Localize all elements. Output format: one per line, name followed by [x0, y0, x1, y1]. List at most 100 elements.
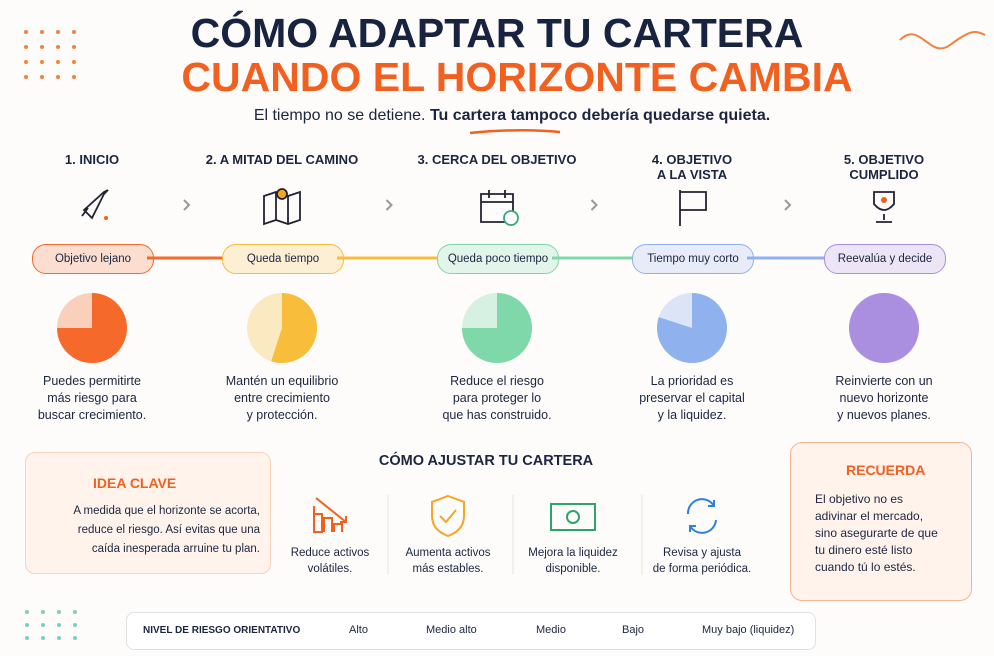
icon-shape [431, 494, 465, 538]
icon-shape [686, 498, 717, 534]
key-idea-box [25, 452, 271, 574]
dot [24, 60, 28, 64]
dot [25, 610, 29, 614]
icon-accent [881, 197, 887, 203]
action-icon [431, 494, 465, 538]
stage-icon [480, 190, 519, 226]
stage-heading: 4. OBJETIVO A LA VISTA [651, 152, 733, 182]
dot [73, 610, 77, 614]
stage-text: Reduce el riesgo para proteger lo que ha… [442, 374, 552, 422]
legend-label: Bajo [622, 624, 645, 636]
icon-shape [313, 497, 347, 533]
icon-shape [550, 503, 596, 531]
chevron [385, 199, 393, 211]
action-label: Reduce activos volátiles. [290, 547, 370, 575]
stage-pill: Queda poco tiempo [437, 244, 559, 274]
dot [72, 75, 76, 79]
stage-heading: 2. A MITAD DEL CAMINO [205, 152, 359, 167]
pie-slice [462, 293, 532, 363]
icon-accent [104, 216, 108, 220]
action-icon [686, 498, 717, 534]
icon-accent [503, 210, 519, 226]
stage-text: Mantén un equilibrio entre crecimiento y… [225, 374, 339, 422]
stage-icon [679, 190, 707, 226]
dot [56, 30, 60, 34]
stage-text: Puedes permitirte más riesgo para buscar… [37, 374, 147, 422]
action-label: Aumenta activos más estables. [405, 547, 491, 575]
icon-accent [276, 188, 288, 200]
icon-shape [81, 189, 109, 220]
dot [56, 75, 60, 79]
pie-slice [657, 293, 727, 364]
stage-pill: Tiempo muy corto [632, 244, 754, 274]
dot [72, 60, 76, 64]
stage-text: Reinvierte con un nuevo horizonte y nuev… [835, 374, 933, 422]
action-label: Revisa y ajusta de forma periódica. [652, 547, 752, 575]
key-idea-text: A medida que el horizonte se acorta, red… [73, 505, 260, 555]
remember-title: RECUERDA [846, 462, 926, 478]
pie-slice [271, 293, 317, 363]
dot [24, 30, 28, 34]
dot [56, 45, 60, 49]
dot [72, 45, 76, 49]
legend-label: Alto [349, 624, 368, 636]
dot [24, 75, 28, 79]
subtitle-bold: Tu cartera tampoco debería quedarse quie… [429, 107, 771, 124]
chevron [590, 199, 598, 211]
dot [72, 30, 76, 34]
underline [469, 128, 561, 135]
dot [40, 30, 44, 34]
stage-icon [263, 188, 301, 226]
subtitle-text: El tiempo no se detiene. [253, 107, 426, 124]
remember-box [790, 442, 972, 601]
stage-pill: Queda tiempo [222, 244, 344, 274]
action-icon [313, 497, 347, 533]
dot [73, 623, 77, 627]
legend-title: NIVEL DE RIESGO ORIENTATIVO [143, 625, 301, 636]
remember-text: El objetivo no es adivinar el mercado, s… [815, 492, 938, 574]
stage-pill: Reevalúa y decide [824, 244, 946, 274]
dot [73, 636, 77, 640]
stage-text: La prioridad es preservar el capital y l… [639, 374, 745, 422]
pie-slice [57, 293, 127, 363]
dot [57, 636, 61, 640]
dot [24, 45, 28, 49]
dot [25, 623, 29, 627]
squiggle [899, 31, 986, 50]
stage-icon [81, 189, 109, 220]
title: CUANDO EL HORIZONTE CAMBIA [181, 54, 853, 100]
stage-pill: Objetivo lejano [32, 244, 154, 274]
chevron [183, 199, 191, 211]
key-idea-title: IDEA CLAVE [93, 475, 177, 491]
dot [40, 45, 44, 49]
subtitle: El tiempo no se detiene. Tu cartera tamp… [0, 107, 994, 125]
action-icon [550, 503, 596, 531]
stage-heading: 1. INICIO [64, 152, 120, 167]
dot [41, 636, 45, 640]
pie-slice [849, 293, 919, 363]
title: CÓMO ADAPTAR TU CARTERA [190, 10, 804, 56]
legend-label: Medio alto [426, 624, 477, 636]
legend-box [126, 612, 816, 650]
legend-label: Medio [536, 624, 566, 636]
stage-icon [873, 191, 895, 223]
icon-shape [873, 191, 895, 223]
legend-label: Muy bajo (liquidez) [702, 624, 795, 636]
icon-shape [566, 510, 580, 524]
dot [25, 636, 29, 640]
action-label: Mejora la liquidez disponible. [528, 547, 618, 575]
dot [41, 610, 45, 614]
dot [56, 60, 60, 64]
chevron [784, 199, 792, 211]
dot [40, 60, 44, 64]
dot [57, 610, 61, 614]
actions-title: CÓMO AJUSTAR TU CARTERA [378, 453, 594, 469]
dot [57, 623, 61, 627]
dot [41, 623, 45, 627]
stage-heading: 5. OBJETIVO CUMPLIDO [843, 152, 925, 182]
dot [40, 75, 44, 79]
icon-shape [679, 190, 707, 226]
stage-heading: 3. CERCA DEL OBJETIVO [417, 152, 577, 167]
